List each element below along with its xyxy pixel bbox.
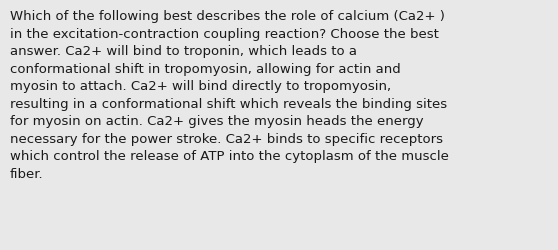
Text: Which of the following best describes the role of calcium (Ca2+ )
in the excitat: Which of the following best describes th… bbox=[10, 10, 449, 180]
